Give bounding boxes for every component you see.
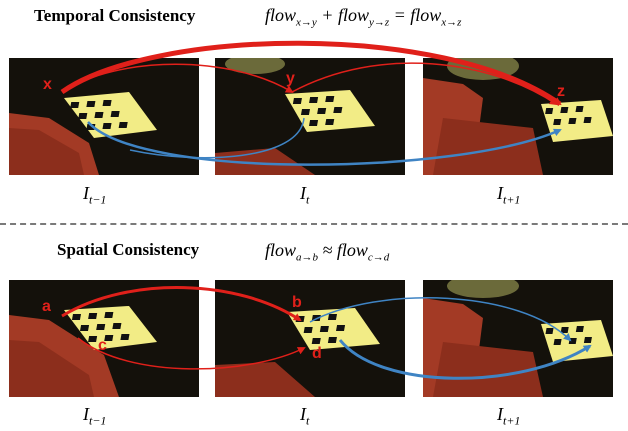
caption-subscript: t — [306, 413, 310, 428]
frame-bottom-next — [423, 280, 613, 397]
point-label-x: x — [43, 76, 52, 93]
caption-base: I — [83, 404, 89, 424]
formula-term: flow — [336, 240, 368, 260]
formula-term: flow — [337, 5, 369, 25]
caption-bottom-prev: It−1 — [83, 404, 106, 429]
formula-term: flow — [265, 240, 297, 260]
spatial-consistency-title: Spatial Consistency — [57, 240, 200, 259]
caption-base: I — [83, 183, 89, 203]
formula-subscript: x→y — [296, 16, 317, 29]
point-label-a: a — [42, 298, 51, 315]
frame-top-prev — [9, 58, 199, 175]
formula-operator: = — [389, 5, 411, 25]
caption-base: I — [300, 183, 306, 203]
caption-subscript: t+1 — [503, 413, 521, 428]
caption-top-prev: It−1 — [83, 183, 106, 208]
formula-subscript: x→z — [441, 16, 462, 29]
spatial-formula: flowa→b ≈ flowc→d — [265, 240, 389, 264]
point-label-b: b — [292, 294, 302, 311]
formula-term: flow — [265, 5, 297, 25]
caption-bottom-next: It+1 — [497, 404, 520, 429]
formula-term: flow — [410, 5, 442, 25]
point-label-c: c — [98, 337, 107, 354]
formula-subscript: y→z — [368, 16, 390, 29]
temporal-consistency-title: Temporal Consistency — [34, 6, 196, 25]
formula-operator: + — [316, 5, 338, 25]
frame-bottom-cur — [215, 280, 405, 397]
caption-base: I — [497, 183, 503, 203]
caption-base: I — [300, 404, 306, 424]
formula-operator: ≈ — [318, 240, 337, 260]
point-label-z: z — [557, 83, 565, 100]
caption-subscript: t+1 — [503, 192, 521, 207]
caption-top-cur: It — [300, 183, 309, 208]
temporal-formula: flowx→y + flowy→z = flowx→z — [265, 5, 461, 29]
caption-subscript: t−1 — [89, 192, 107, 207]
point-label-d: d — [312, 345, 322, 362]
frame-top-next — [423, 58, 613, 175]
caption-subscript: t−1 — [89, 413, 107, 428]
section-divider — [0, 223, 628, 225]
formula-subscript: c→d — [367, 251, 390, 264]
frame-top-cur — [215, 58, 405, 175]
formula-subscript: a→b — [296, 251, 319, 264]
caption-top-next: It+1 — [497, 183, 520, 208]
caption-subscript: t — [306, 192, 310, 207]
point-label-y: y — [286, 70, 295, 87]
caption-base: I — [497, 404, 503, 424]
caption-bottom-cur: It — [300, 404, 309, 429]
